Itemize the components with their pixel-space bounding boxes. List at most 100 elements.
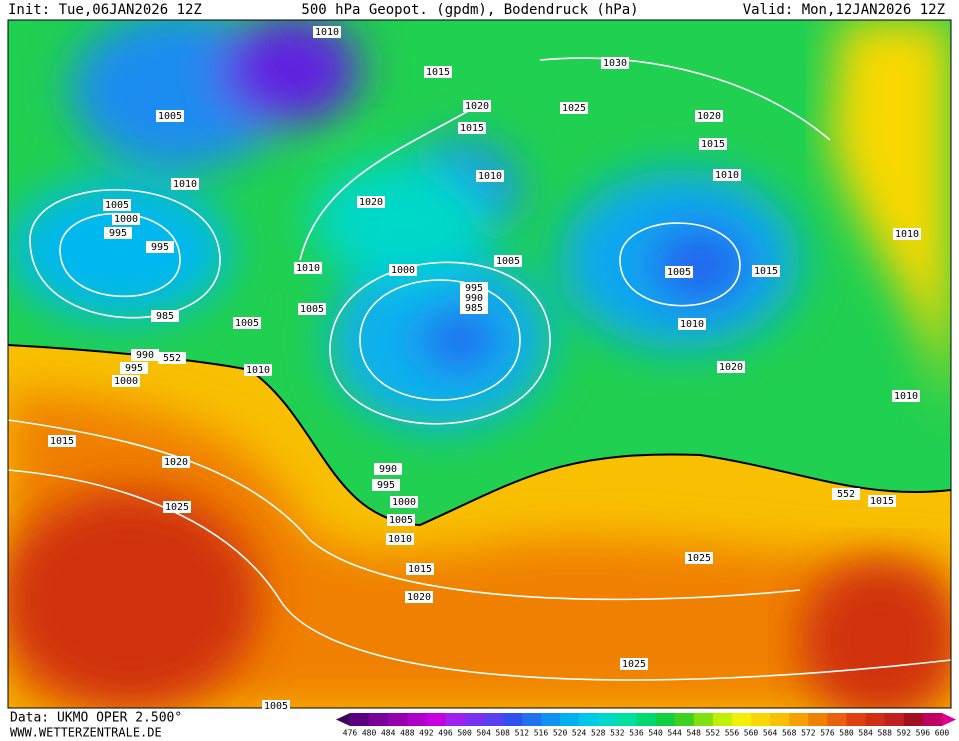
label-box <box>717 361 745 373</box>
label-box <box>752 265 780 277</box>
colorbar-label: 536 <box>629 729 644 738</box>
isobar-label: 1020 <box>359 197 383 208</box>
colorbar-label: 540 <box>648 729 663 738</box>
label-box <box>460 282 488 294</box>
isobar-label: 995 <box>465 283 483 294</box>
colorbar-label: 576 <box>820 729 835 738</box>
isobar-label: 1010 <box>173 179 197 190</box>
isobar-label: 1010 <box>478 171 502 182</box>
colorbar-cell <box>865 713 886 726</box>
isobar-label: 1010 <box>388 534 412 545</box>
isobar-label: 995 <box>377 480 395 491</box>
label-box <box>120 362 148 374</box>
map-field <box>8 20 951 708</box>
isobar-label: 1015 <box>754 266 778 277</box>
isobar-label: 1020 <box>697 111 721 122</box>
isobar-label: 990 <box>136 350 154 361</box>
colorbar-cell <box>579 713 599 726</box>
label-box <box>868 495 896 507</box>
isobar-label: 985 <box>465 303 483 314</box>
isobar-label: 1000 <box>114 214 138 225</box>
isobar-label: 1025 <box>562 103 586 114</box>
label-box <box>460 292 488 304</box>
colorbar-label: 524 <box>572 729 587 738</box>
colorbar-label: 500 <box>457 729 472 738</box>
colorbar-cell <box>350 713 370 726</box>
isobar-label: 1020 <box>407 592 431 603</box>
isobar-label: 552 <box>163 353 181 364</box>
label-box <box>162 456 190 468</box>
isobar-label: 1020 <box>465 101 489 112</box>
label-box <box>463 100 491 112</box>
colorbar-label: 516 <box>534 729 549 738</box>
isobar-label: 1010 <box>715 170 739 181</box>
isobar-label: 1005 <box>235 318 259 329</box>
colorbar-cell <box>693 713 714 726</box>
colorbar-cell <box>445 713 466 726</box>
colorbar-cell <box>407 713 427 726</box>
label-box <box>405 591 433 603</box>
label-box <box>713 169 741 181</box>
colorbar-cell <box>808 713 828 726</box>
label-box <box>560 102 588 114</box>
label-box <box>112 375 140 387</box>
label-box <box>685 552 713 564</box>
isobar-label: 1020 <box>719 362 743 373</box>
label-box <box>151 310 179 322</box>
colorbar-label: 484 <box>381 729 396 738</box>
label-box <box>372 479 400 491</box>
isobar-label: 1015 <box>408 564 432 575</box>
colorbar-label: 520 <box>553 729 568 738</box>
label-box <box>48 435 76 447</box>
isobar-label: 1005 <box>105 200 129 211</box>
isobar-label: 1020 <box>164 457 188 468</box>
label-box <box>146 241 174 253</box>
isobar-label: 1010 <box>680 319 704 330</box>
colorbar-cell <box>483 713 504 726</box>
label-box <box>104 227 132 239</box>
label-box <box>893 228 921 240</box>
isobar-label: 1010 <box>895 229 919 240</box>
isobar-label: 990 <box>379 464 397 475</box>
isobar-label: 1015 <box>460 123 484 134</box>
isobar-label: 1025 <box>165 502 189 513</box>
colorbar-cell <box>426 713 446 726</box>
colorbar-label: 528 <box>591 729 606 738</box>
label-box <box>112 213 140 225</box>
label-box <box>699 138 727 150</box>
label-box <box>389 264 417 276</box>
colorbar-cell <box>827 713 848 726</box>
colorbar-cell <box>560 713 580 726</box>
colorbar-cell <box>636 713 657 726</box>
colorbar-label: 492 <box>419 729 434 738</box>
colorbar-label: 556 <box>725 729 740 738</box>
isobar-label: 1005 <box>667 267 691 278</box>
isobar-label: 1005 <box>300 304 324 315</box>
colorbar-label: 552 <box>706 729 721 738</box>
colorbar-label: 564 <box>763 729 778 738</box>
data-source: Data: UKMO OPER 2.500° <box>10 711 182 726</box>
colorbar-label: 476 <box>343 729 358 738</box>
isobar-label: 552 <box>837 489 855 500</box>
label-box <box>695 110 723 122</box>
label-box <box>156 110 184 122</box>
label-box <box>620 658 648 670</box>
colorbar-cell <box>540 713 561 726</box>
isobar-label: 1005 <box>158 111 182 122</box>
isobar-label: 1005 <box>264 701 288 712</box>
colorbar-cell <box>751 713 771 726</box>
colorbar-cell <box>502 713 523 726</box>
label-box <box>103 199 131 211</box>
colorbar-cell <box>846 713 867 726</box>
colorbar-label: 592 <box>897 729 912 738</box>
colorbar-cell <box>674 713 695 726</box>
colorbar-cell <box>922 713 943 726</box>
colorbar-cell <box>770 713 790 726</box>
label-box <box>298 303 326 315</box>
colorbar-cell <box>388 713 408 726</box>
colorbar-cell <box>884 713 905 726</box>
colorbar-label: 548 <box>687 729 702 738</box>
isobar-label: 1015 <box>426 67 450 78</box>
colorbar-label: 584 <box>858 729 873 738</box>
label-box <box>390 496 418 508</box>
